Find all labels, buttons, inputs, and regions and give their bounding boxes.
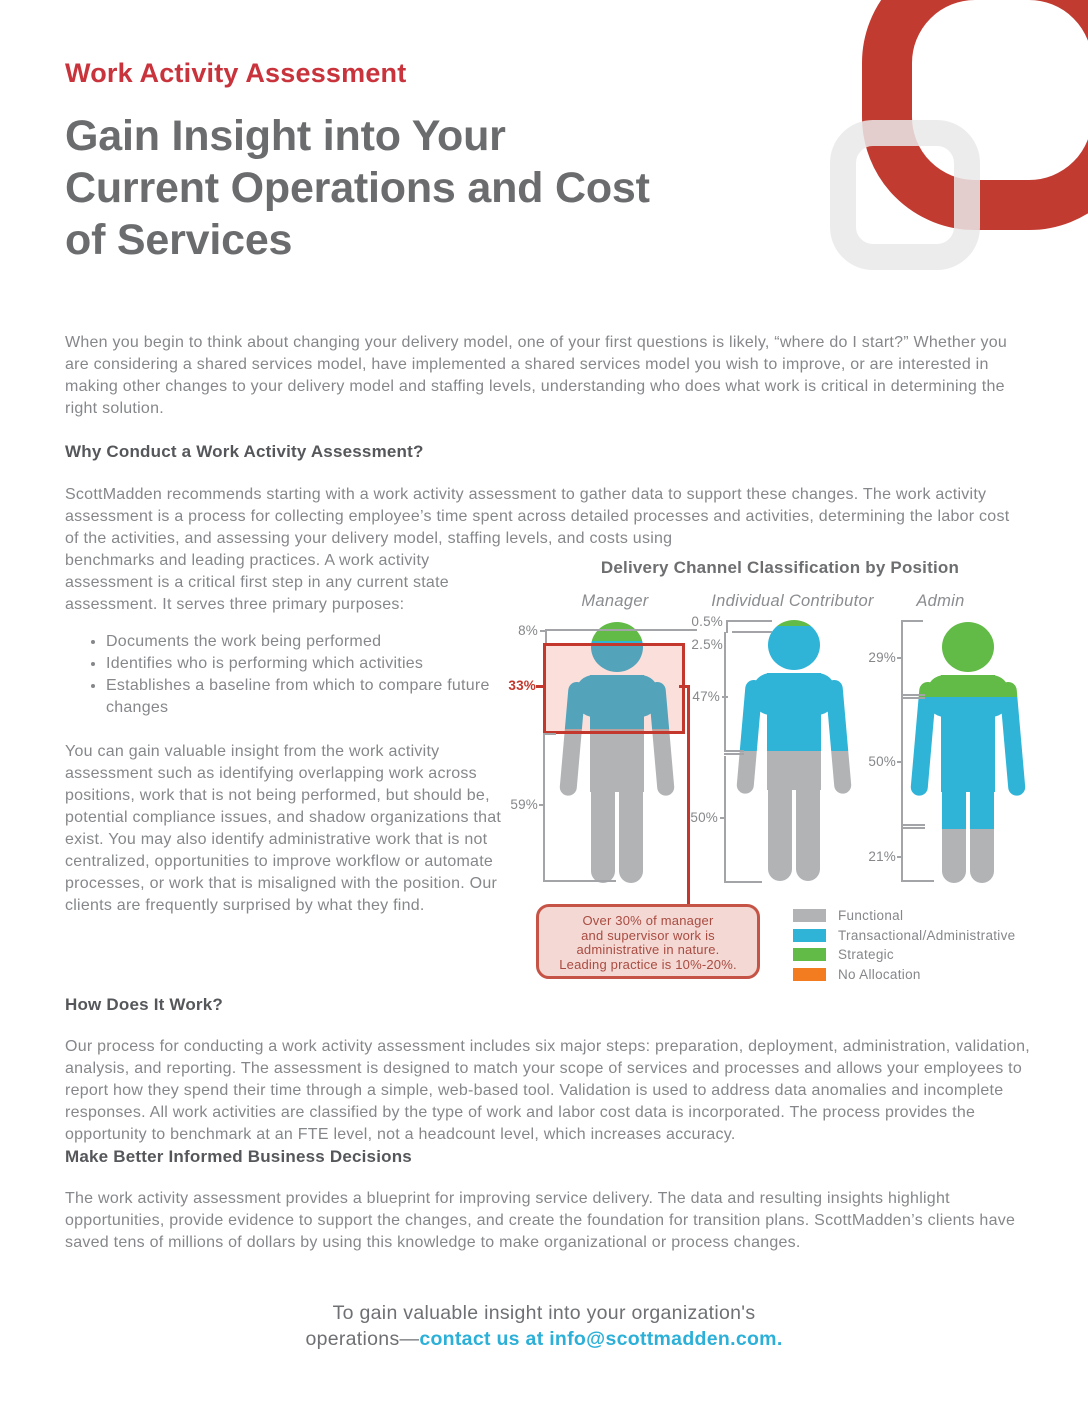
bracket-line [540,630,545,632]
cta-prefix: operations— [305,1328,420,1350]
manager-admin-highlight-box [543,643,685,734]
person-figure-individual-contributor [736,620,852,881]
bracket-line [724,881,762,883]
leader-line [732,631,772,633]
callout-connector-line [679,685,689,688]
cta-line-2: operations—contact us at info@scottmadde… [244,1326,844,1352]
how-heading: How Does It Work? [65,995,223,1014]
chart-title: Delivery Channel Classification by Posit… [600,558,960,577]
how-paragraph: Our process for conducting a work activi… [65,1038,1030,1143]
bullet-item: Establishes a baseline from which to com… [106,675,526,719]
pct-label-ic-functional: 50% [690,810,718,825]
bracket-line [543,733,545,881]
chart-legend: Functional Transactional/Administrative … [793,908,1015,986]
bullet-item: Documents the work being performed [106,631,526,653]
bracket-line [720,817,725,819]
why-bullet-list: Documents the work being performed Ident… [88,631,526,719]
pct-label-ic-no-allocation: 0.5% [691,614,723,629]
bracket-line [724,632,726,750]
why-paragraph-full: ScottMadden recommends starting with a w… [65,486,1010,547]
column-label-admin: Admin [916,592,965,610]
bracket-line [901,697,925,699]
legend-row: Strategic [793,947,1015,962]
callout-line: Over 30% of manager [582,913,714,928]
column-label-manager: Manager [581,592,649,610]
pct-label-ic-transactional: 47% [692,689,720,704]
bracket-line [726,620,728,633]
bracket-line [901,694,925,696]
legend-row: No Allocation [793,967,1015,982]
person-figure-admin [910,622,1026,883]
pct-label-manager-transactional: 33% [508,678,536,693]
legend-swatch-no-allocation [793,967,826,981]
legend-row: Transactional/Administrative [793,928,1015,943]
bracket-line [543,880,616,882]
legend-swatch-strategic [793,948,826,961]
leader-line [726,620,772,622]
insight-paragraph: You can gain valuable insight from the w… [65,743,502,914]
pct-label-ic-strategic: 2.5% [691,637,723,652]
callout-line: Leading practice is 10%-20%. [559,956,737,972]
pct-label-manager-functional: 59% [510,797,538,812]
bracket-line [724,753,744,755]
legend-label: Strategic [838,947,894,962]
person-figure-manager [559,622,675,883]
bracket-line [545,629,697,631]
scottmadden-logo-mark-icon [830,0,1088,270]
annotation-callout: Over 30% of manager and supervisor work … [536,904,760,979]
callout-connector-line [687,685,690,905]
bracket-line [543,733,556,735]
contact-email-link[interactable]: contact us at info@scottmadden.com. [419,1328,783,1350]
pct-label-admin-transactional: 50% [868,754,896,769]
page-title-line-1: Gain Insight into Your [65,112,506,160]
cta-line-1: To gain valuable insight into your organ… [332,1302,756,1324]
bracket-line [724,750,744,752]
bracket-line [901,620,923,622]
legend-swatch-functional [793,909,826,922]
decisions-paragraph: The work activity assessment provides a … [65,1190,1016,1251]
intro-paragraph: When you begin to think about changing y… [65,334,1008,417]
bracket-line [897,856,902,858]
legend-label: Functional [838,908,904,923]
legend-swatch-transactional [793,928,826,942]
bracket-line [901,880,934,882]
bracket-line [539,804,544,806]
pct-label-manager-strategic: 8% [518,623,538,638]
bracket-line [897,761,902,763]
column-label-individual-contributor: Individual Contributor [711,592,874,610]
bracket-line [901,824,925,826]
callout-line: administrative in nature. [576,942,720,957]
bracket-line [724,756,726,881]
decisions-heading: Make Better Informed Business Decisions [65,1147,412,1166]
callout-line: and supervisor work is [581,927,715,943]
highlight-tick-line [536,685,544,688]
pct-label-admin-functional: 21% [868,849,896,864]
eyebrow-heading: Work Activity Assessment [65,58,407,88]
why-paragraph-narrow: benchmarks and leading practices. A work… [65,552,449,613]
call-to-action: To gain valuable insight into your organ… [244,1300,844,1352]
delivery-channel-chart: Delivery Channel Classification by Posit… [500,558,1060,988]
legend-label: Transactional/Administrative [838,927,1016,943]
bullet-item: Identifies who is performing which activ… [106,653,526,675]
bracket-line [545,629,547,644]
legend-label: No Allocation [838,966,921,982]
bracket-line [901,827,925,829]
page-title: Gain Insight into Your Current Operation… [65,110,785,266]
page-title-line-2: Current Operations and Cost [65,164,650,212]
why-heading: Why Conduct a Work Activity Assessment? [65,442,424,461]
page-title-line-3: of Services [65,216,293,264]
bracket-line [897,657,902,659]
pct-label-admin-strategic: 29% [868,650,896,665]
legend-row: Functional [793,908,1015,923]
bracket-line [901,620,903,881]
